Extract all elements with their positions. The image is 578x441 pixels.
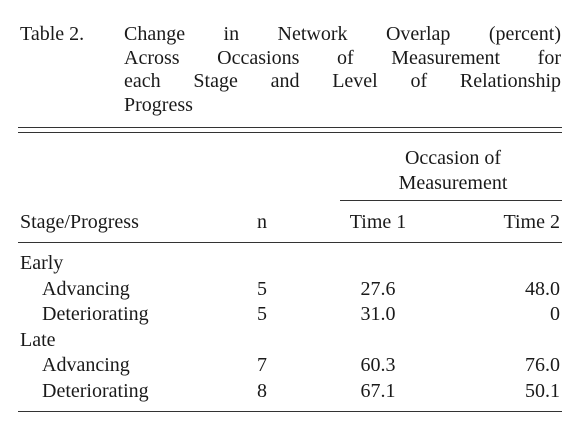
table-cell: 8 [257,379,267,402]
table-cell: 5 [257,303,267,325]
row-label: Deteriorating [42,303,149,325]
column-header: n [257,211,267,233]
caption-line: Progress [124,93,193,116]
header-rule [18,242,562,243]
spanner-header: Occasion of [404,147,502,169]
row-label: Advancing [42,277,130,300]
caption-line: Change in Network Overlap (percent) [124,23,561,45]
table-cell: 31.0 [360,303,396,325]
spanner-header: Measurement [398,172,508,194]
table-cell: 48.0 [525,277,560,300]
spanner-rule [340,200,562,201]
table-cell: 50.1 [525,379,560,402]
table-cell: 5 [257,277,267,300]
group-label: Late [20,328,56,351]
column-header: Time 1 [349,211,407,233]
table-cell: 0 [550,303,560,325]
group-label: Early [20,252,64,274]
table-cell: 27.6 [360,277,396,300]
bottom-rule [18,411,562,412]
caption-line: each Stage and Level of Relationship [124,70,561,92]
caption-line: Across Occasions of Measurement for [124,46,561,69]
column-header: Stage/Progress [20,211,139,233]
row-label: Deteriorating [42,379,149,402]
table-cell: 67.1 [360,379,396,402]
top-rule [18,127,562,128]
top-rule [18,132,562,133]
table-cell: 60.3 [360,354,396,376]
caption-label: Table 2. [20,23,85,45]
table-cell: 7 [257,354,267,376]
column-header: Time 2 [503,211,560,233]
row-label: Advancing [42,354,130,376]
table-cell: 76.0 [525,354,560,376]
